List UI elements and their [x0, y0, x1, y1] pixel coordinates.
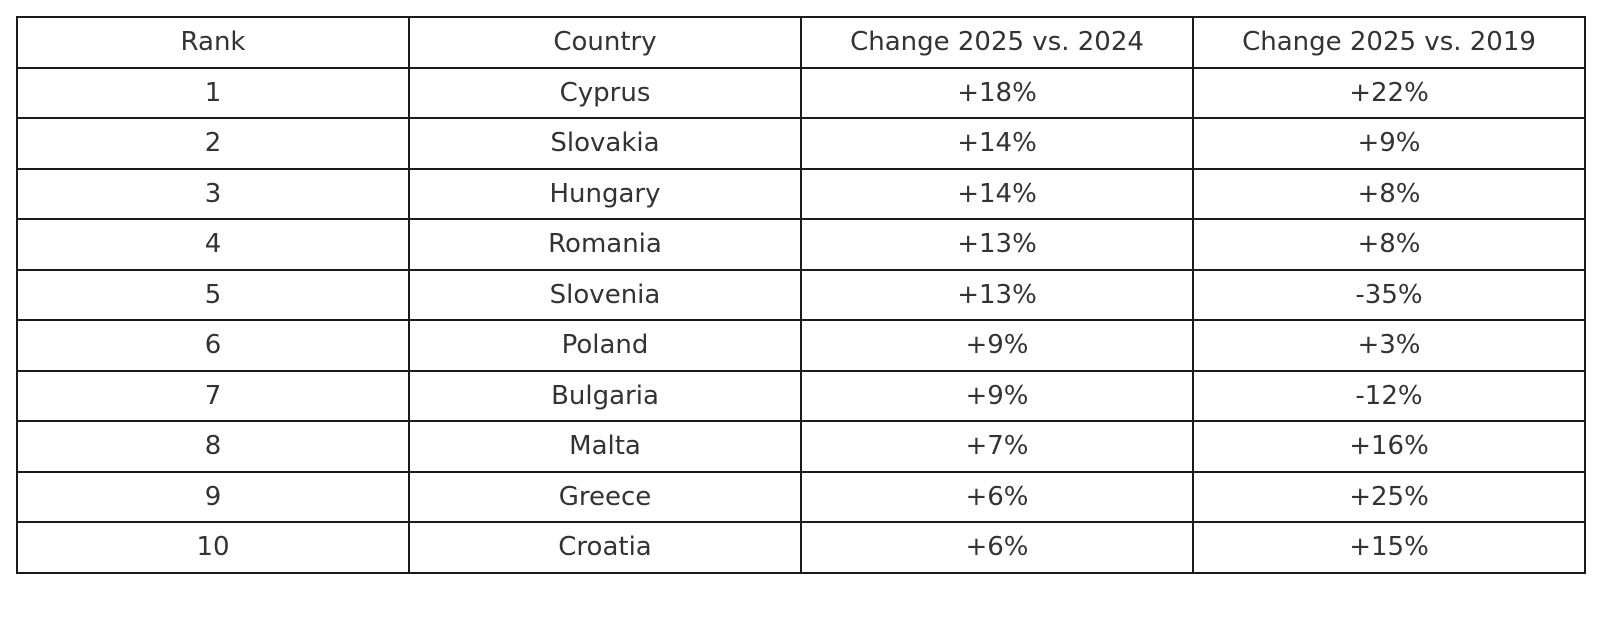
table-row: 8 Malta +7% +16% — [16, 420, 1586, 473]
column-header-rank: Rank — [16, 16, 410, 69]
country-cell: Bulgaria — [408, 369, 802, 422]
rank-cell: 5 — [16, 268, 410, 321]
change-2025-vs-2024-cell: +9% — [800, 319, 1194, 372]
table-row: 2 Slovakia +14% +9% — [16, 117, 1586, 170]
table-row: 5 Slovenia +13% -35% — [16, 268, 1586, 321]
change-2025-vs-2019-cell: +16% — [1192, 420, 1586, 473]
table-row: 4 Romania +13% +8% — [16, 218, 1586, 271]
rank-cell: 8 — [16, 420, 410, 473]
country-cell: Hungary — [408, 167, 802, 220]
country-cell: Croatia — [408, 521, 802, 574]
country-cell: Cyprus — [408, 66, 802, 119]
country-cell: Slovenia — [408, 268, 802, 321]
change-2025-vs-2024-cell: +13% — [800, 268, 1194, 321]
change-2025-vs-2024-cell: +14% — [800, 117, 1194, 170]
change-2025-vs-2019-cell: +8% — [1192, 167, 1586, 220]
change-2025-vs-2019-cell: +8% — [1192, 218, 1586, 271]
change-2025-vs-2024-cell: +13% — [800, 218, 1194, 271]
table-row: 9 Greece +6% +25% — [16, 470, 1586, 523]
rank-cell: 10 — [16, 521, 410, 574]
country-cell: Slovakia — [408, 117, 802, 170]
change-2025-vs-2024-cell: +7% — [800, 420, 1194, 473]
table-body: 1 Cyprus +18% +22% 2 Slovakia +14% +9% 3 Hungary +… — [16, 66, 1586, 574]
change-2025-vs-2024-cell: +6% — [800, 521, 1194, 574]
change-2025-vs-2019-cell: -12% — [1192, 369, 1586, 422]
table-row: 6 Poland +9% +3% — [16, 319, 1586, 372]
change-2025-vs-2024-cell: +18% — [800, 66, 1194, 119]
column-header-change-2025-vs-2024: Change 2025 vs. 2024 — [800, 16, 1194, 69]
change-2025-vs-2019-cell: +9% — [1192, 117, 1586, 170]
data-table: Rank Country Change 2025 vs. 2024 Change… — [16, 16, 1586, 574]
data-table-container: Rank Country Change 2025 vs. 2024 Change… — [16, 16, 1586, 574]
table-row: 10 Croatia +6% +15% — [16, 521, 1586, 574]
table-row: 3 Hungary +14% +8% — [16, 167, 1586, 220]
rank-cell: 6 — [16, 319, 410, 372]
rank-cell: 4 — [16, 218, 410, 271]
change-2025-vs-2019-cell: +22% — [1192, 66, 1586, 119]
change-2025-vs-2024-cell: +6% — [800, 470, 1194, 523]
rank-cell: 3 — [16, 167, 410, 220]
rank-cell: 9 — [16, 470, 410, 523]
country-cell: Greece — [408, 470, 802, 523]
table-row: 7 Bulgaria +9% -12% — [16, 369, 1586, 422]
country-cell: Poland — [408, 319, 802, 372]
column-header-country: Country — [408, 16, 802, 69]
change-2025-vs-2019-cell: +25% — [1192, 470, 1586, 523]
header-row: Rank Country Change 2025 vs. 2024 Change… — [16, 16, 1586, 69]
change-2025-vs-2024-cell: +14% — [800, 167, 1194, 220]
change-2025-vs-2019-cell: +15% — [1192, 521, 1586, 574]
table-row: 1 Cyprus +18% +22% — [16, 66, 1586, 119]
rank-cell: 7 — [16, 369, 410, 422]
rank-cell: 2 — [16, 117, 410, 170]
country-cell: Romania — [408, 218, 802, 271]
change-2025-vs-2019-cell: +3% — [1192, 319, 1586, 372]
column-header-change-2025-vs-2019: Change 2025 vs. 2019 — [1192, 16, 1586, 69]
change-2025-vs-2024-cell: +9% — [800, 369, 1194, 422]
change-2025-vs-2019-cell: -35% — [1192, 268, 1586, 321]
country-cell: Malta — [408, 420, 802, 473]
rank-cell: 1 — [16, 66, 410, 119]
